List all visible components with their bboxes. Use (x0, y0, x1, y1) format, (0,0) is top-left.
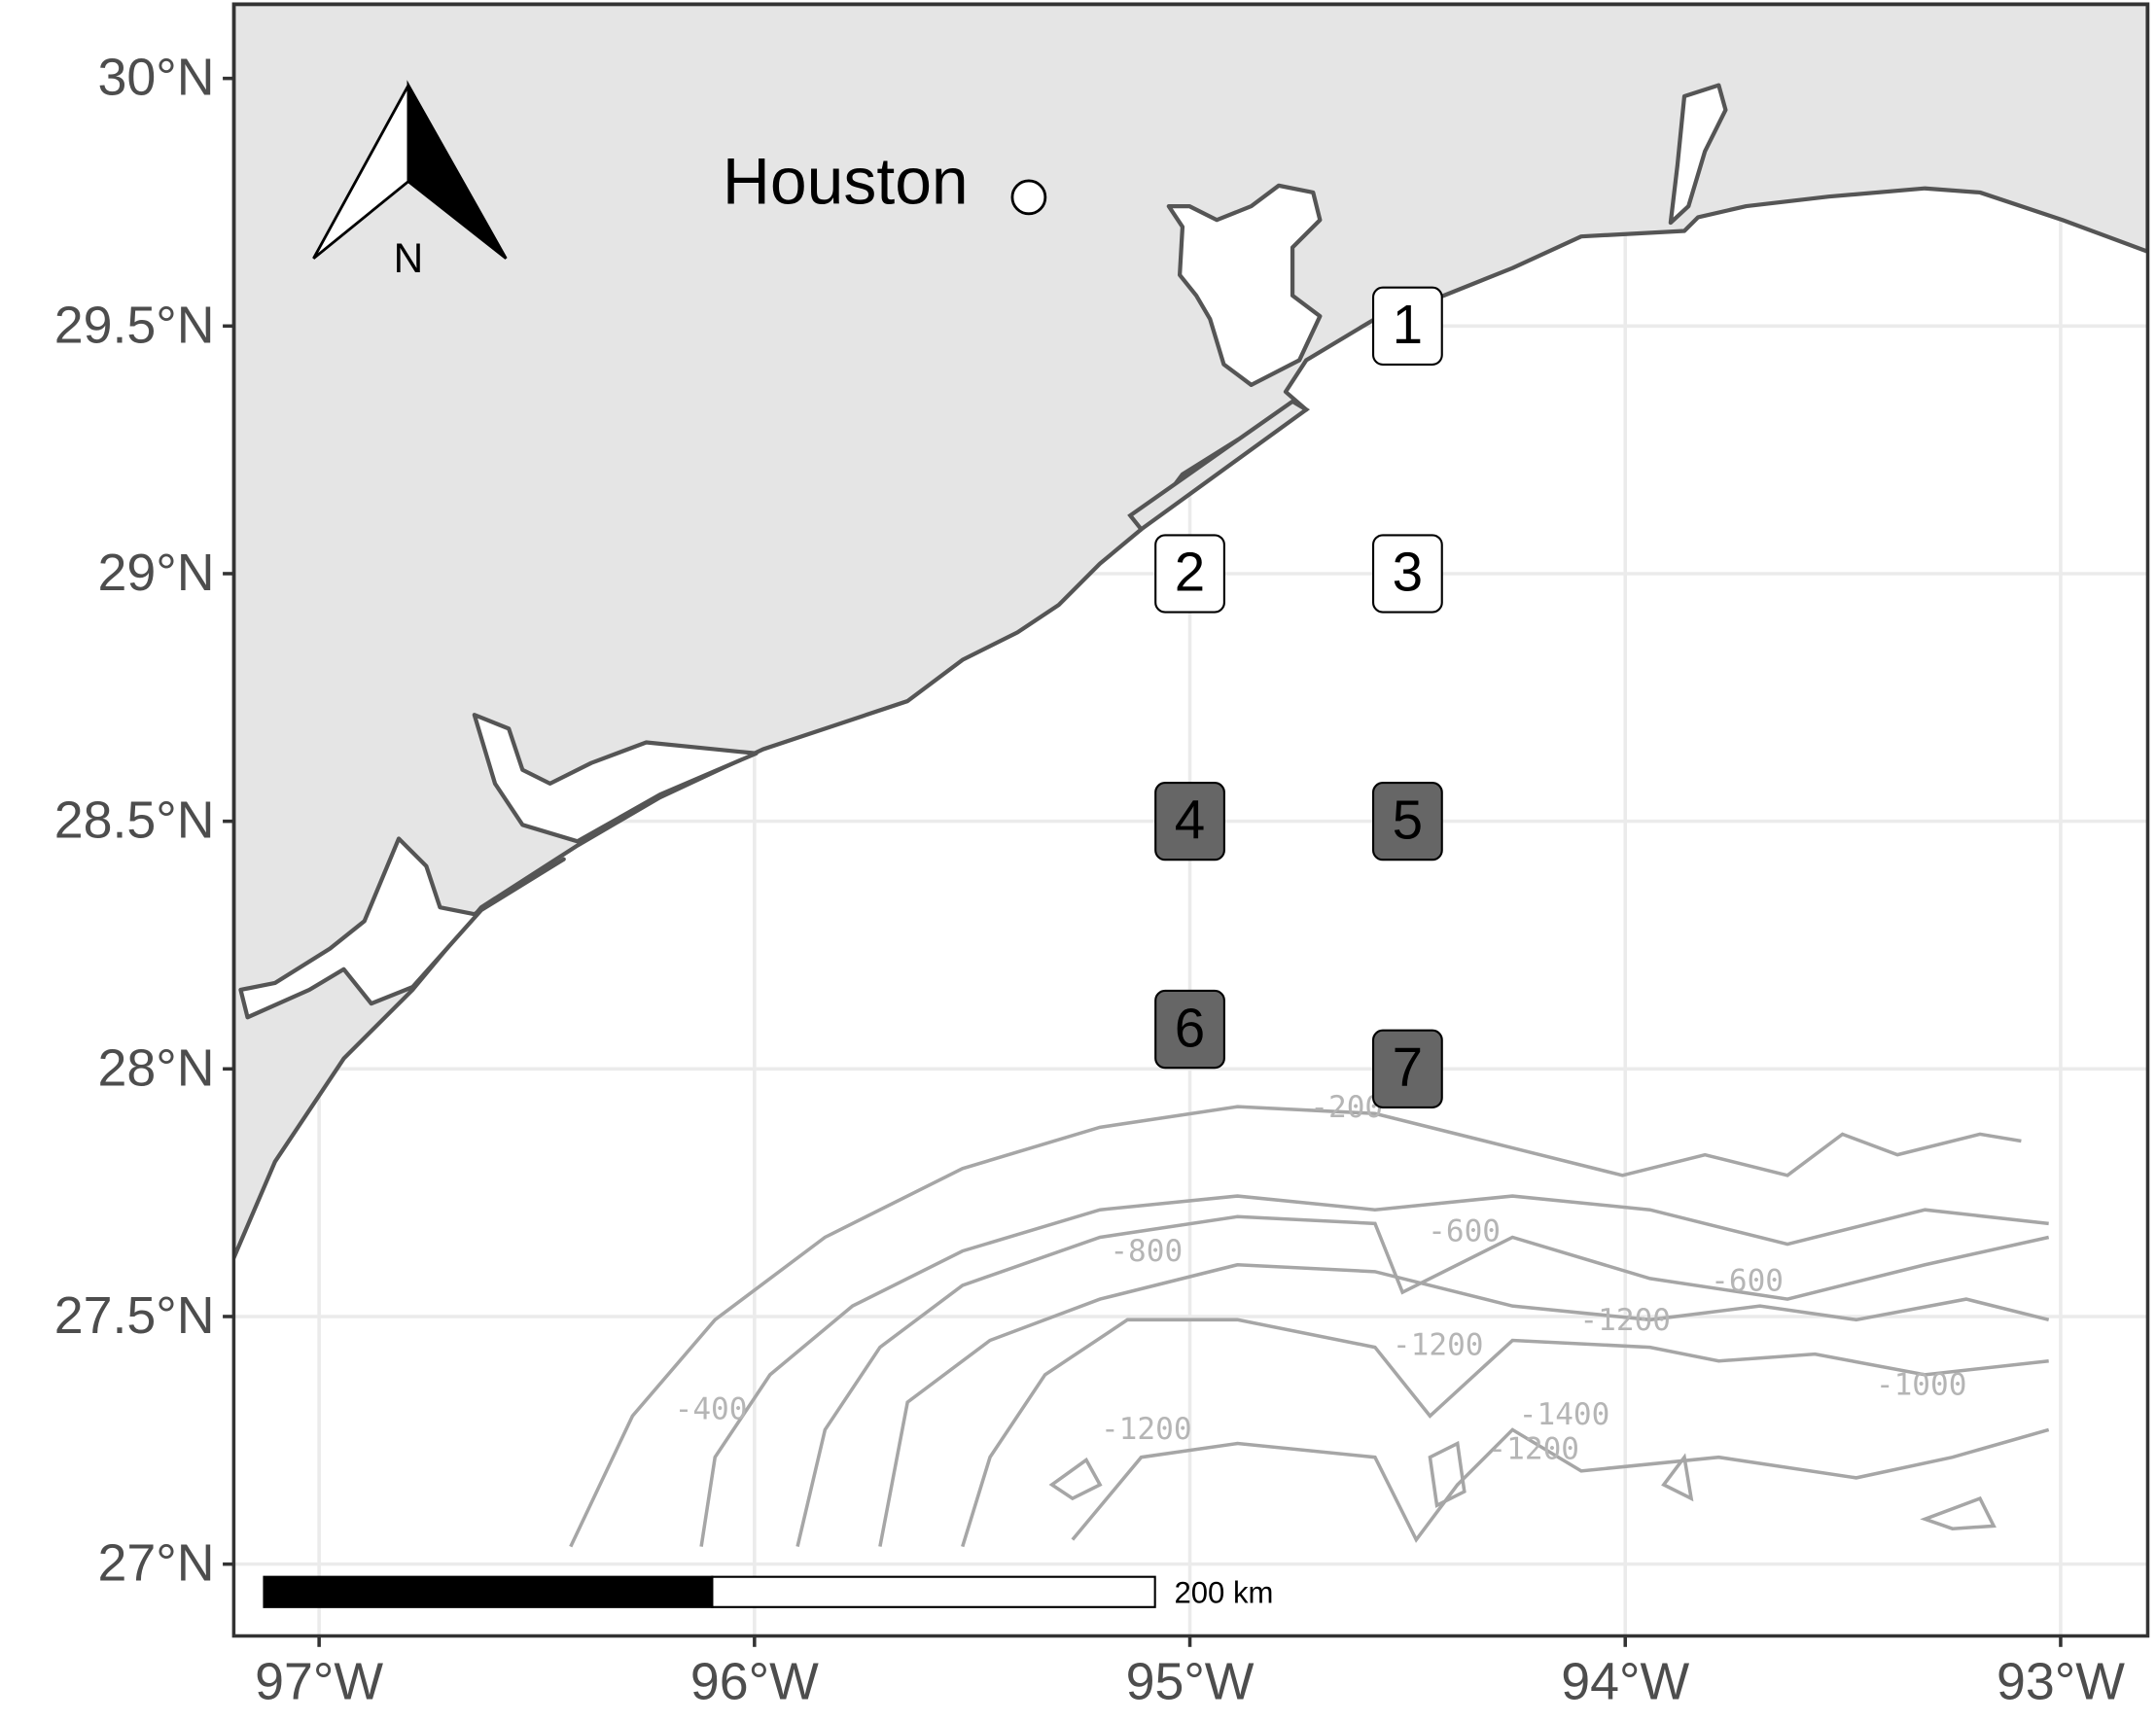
contour-label: -1200 (1579, 1303, 1671, 1338)
y-tick-label: 30°N (98, 49, 215, 107)
y-tick-label: 27.5°N (54, 1286, 215, 1345)
contour-line (795, 1214, 2050, 1547)
contours (569, 1105, 2050, 1548)
station-box (1371, 286, 1443, 366)
station-label: 6 (1175, 997, 1205, 1058)
contour-label: -1200 (1393, 1328, 1484, 1363)
contour-label: -1000 (1876, 1367, 1967, 1402)
x-tick-label: 96°W (690, 1653, 819, 1711)
contour-label: -1400 (1519, 1397, 1610, 1432)
contour-line (878, 1262, 2050, 1547)
contour-line (699, 1194, 2049, 1547)
station-label: 1 (1393, 294, 1423, 355)
bay (1668, 83, 1728, 226)
station-box (1371, 781, 1443, 861)
station-label: 4 (1175, 789, 1205, 850)
y-tick-label: 27°N (98, 1534, 215, 1593)
city-label: Houston (723, 145, 969, 218)
contour-label: -1200 (1101, 1412, 1192, 1447)
arrow-right (406, 80, 508, 260)
x-tick-label: 93°W (1997, 1653, 2125, 1711)
y-tick-label: 28°N (98, 1038, 215, 1097)
contour-label: -400 (675, 1392, 748, 1427)
north-arrow: N (312, 80, 508, 281)
north-label: N (394, 235, 424, 281)
contour-label: -800 (1110, 1234, 1183, 1269)
scale-bar: 200 km (263, 1575, 1273, 1609)
scale-white (711, 1575, 1156, 1608)
bay (238, 836, 566, 1020)
x-tick-label: 95°W (1126, 1653, 1255, 1711)
station-box (1154, 534, 1225, 614)
contour-line (1048, 1440, 1997, 1530)
bay (1166, 183, 1323, 388)
station-box (1371, 1029, 1443, 1108)
station-label: 2 (1175, 542, 1205, 603)
x-tick-label: 97°W (255, 1653, 383, 1711)
y-tick-label: 29°N (98, 544, 215, 602)
station-box (1371, 534, 1443, 614)
contour-label: -200 (1310, 1090, 1383, 1125)
station-label: 3 (1393, 542, 1423, 603)
contour-line (1071, 1427, 2050, 1543)
marks: -200 -600 -800 -600 -1200 -1200 -400 -1000 -1400… (675, 145, 1967, 1466)
station-label: 7 (1393, 1037, 1423, 1098)
contour-label: -600 (1428, 1213, 1501, 1248)
x-tick-label: 94°W (1561, 1653, 1689, 1711)
scale-label: 200 km (1174, 1575, 1273, 1609)
scale-black (263, 1575, 714, 1608)
bay (472, 713, 759, 844)
station-box (1154, 781, 1225, 861)
contour-label: -1200 (1488, 1431, 1579, 1466)
contour-line (569, 1105, 2022, 1548)
station-box (1154, 989, 1225, 1070)
city-point (1010, 179, 1047, 216)
y-tick-label: 29.5°N (54, 296, 215, 354)
contour-label: -600 (1711, 1263, 1784, 1298)
contour-line (961, 1318, 2049, 1548)
y-tick-label: 28.5°N (54, 791, 215, 850)
land (233, 4, 2148, 1260)
barrier-island (1127, 399, 1311, 533)
station-label: 5 (1393, 789, 1423, 850)
